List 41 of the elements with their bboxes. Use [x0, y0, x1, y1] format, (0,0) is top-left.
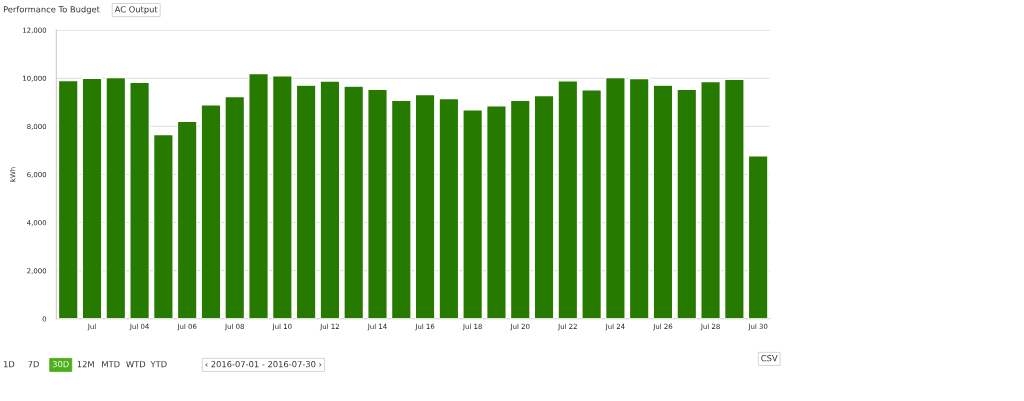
- bar: [628, 77, 650, 319]
- bar: [224, 95, 246, 319]
- bar: [604, 76, 626, 319]
- bar: [486, 105, 507, 319]
- text: AC Output: [114, 6, 158, 15]
- bar: [129, 81, 151, 319]
- bar: [367, 88, 388, 319]
- bar: [343, 85, 365, 319]
- bar: [81, 77, 103, 319]
- bar: [557, 80, 579, 319]
- bar: [652, 84, 674, 319]
- text: CSV: [761, 355, 778, 362]
- bar: [248, 72, 269, 319]
- bar: [414, 93, 436, 319]
- text: 1D: [3, 361, 15, 368]
- text: 12M: [77, 361, 94, 368]
- bar: [176, 120, 198, 319]
- bar: [295, 84, 317, 319]
- bar: [271, 75, 293, 319]
- bar: [509, 99, 531, 319]
- bar: [533, 94, 555, 319]
- bar: [676, 88, 698, 319]
- bar: [438, 97, 460, 319]
- bar: [152, 133, 174, 319]
- bar: [700, 80, 722, 319]
- text: YTD: [150, 361, 167, 368]
- bar: [390, 99, 412, 319]
- text: ‹ 2016-07-01 - 2016-07-30 ›: [205, 361, 322, 368]
- bar: [200, 104, 222, 319]
- text: 7D: [28, 361, 39, 368]
- bar: [105, 76, 127, 319]
- bar: [747, 155, 769, 319]
- text: Performance To Budget: [3, 6, 100, 15]
- text: MTD: [102, 361, 120, 368]
- bar: [581, 89, 603, 319]
- bar: [319, 80, 341, 319]
- text: WTD: [126, 361, 146, 368]
- bar: [57, 79, 79, 319]
- bar: [723, 78, 745, 319]
- text: 30D: [52, 361, 69, 368]
- bar: [462, 109, 484, 319]
